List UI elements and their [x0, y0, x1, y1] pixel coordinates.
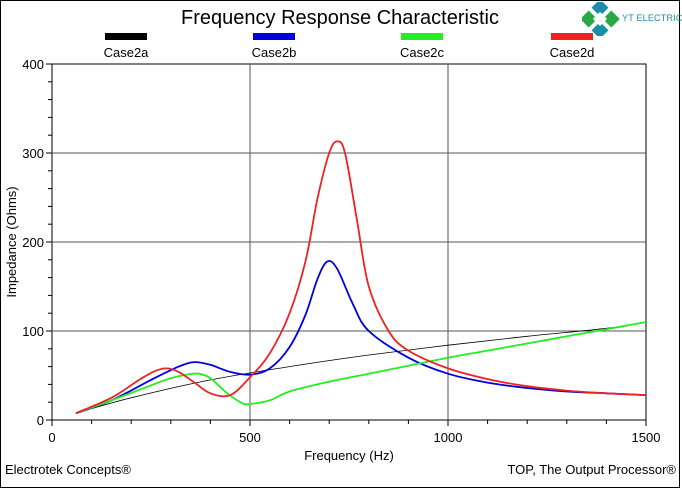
footer-credit-right: TOP, The Output Processor®	[507, 462, 676, 477]
logo-mark-icon	[580, 0, 620, 39]
legend-swatch-case2a	[105, 33, 147, 40]
x-tick-label: 1500	[632, 430, 661, 445]
chart-title: Frequency Response Characteristic	[181, 7, 499, 29]
y-tick-label: 100	[22, 324, 44, 339]
y-tick-label: 300	[22, 146, 44, 161]
brand-logo: YT ELECTRIC	[580, 0, 682, 39]
footer-credit-left: Electrotek Concepts®	[5, 462, 131, 477]
y-tick-label: 400	[22, 57, 44, 72]
legend-label-case2d: Case2d	[550, 45, 595, 60]
legend-label-case2c: Case2c	[400, 45, 445, 60]
y-axis-label: Impedance (Ohms)	[4, 186, 19, 297]
x-tick-label: 1000	[434, 430, 463, 445]
legend-swatch-case2d	[551, 33, 593, 40]
legend-swatch-case2c	[401, 33, 443, 40]
series-line-case2d	[75, 140, 647, 415]
legend-label-case2b: Case2b	[252, 45, 297, 60]
y-tick-label: 200	[22, 235, 44, 250]
series-line-case2b	[75, 260, 647, 415]
legend-swatch-case2b	[253, 33, 295, 40]
series-line-case2a	[75, 321, 647, 414]
legend-label-case2a: Case2a	[104, 45, 150, 60]
x-axis-label: Frequency (Hz)	[304, 448, 394, 463]
y-tick-label: 0	[37, 413, 44, 428]
plot-area: 0 500 1000 1500 0 100 200 300 400	[22, 57, 660, 445]
chart-legend: Case2a Case2b Case2c Case2d	[104, 33, 595, 60]
logo-text: YT ELECTRIC	[622, 13, 682, 23]
series-line-case2c	[75, 321, 647, 415]
x-tick-label: 0	[48, 430, 55, 445]
x-tick-label: 500	[239, 430, 261, 445]
